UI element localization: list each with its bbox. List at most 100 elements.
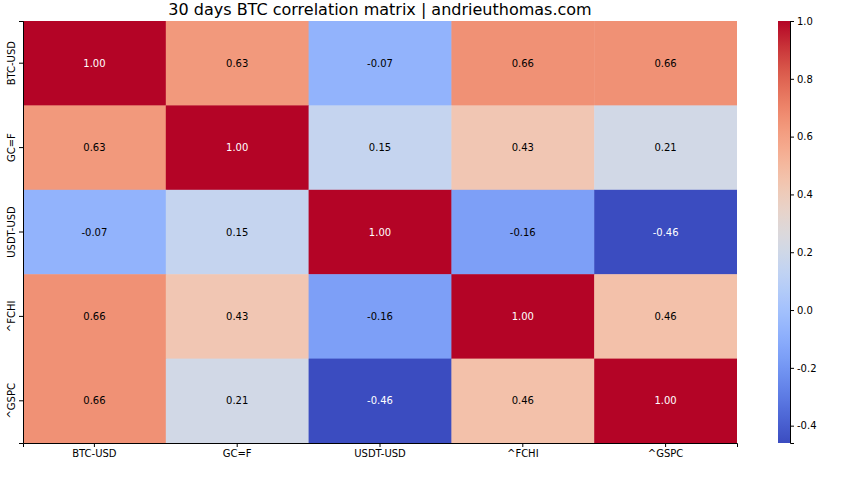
- x-tick-label: ^GSPC: [648, 448, 684, 459]
- cell-label: 0.66: [654, 58, 676, 69]
- colorbar-tick-mark: [790, 368, 794, 369]
- y-tick-label: ^FCHI: [6, 301, 17, 333]
- colorbar-tick-mark: [790, 194, 794, 195]
- heatmap-cell: [309, 190, 452, 275]
- cell-labels: 1.000.63-0.070.660.660.631.000.150.430.2…: [81, 58, 678, 407]
- colorbar-tick: -0.2: [790, 363, 817, 374]
- cell-label: 0.43: [226, 311, 248, 322]
- cell-label: -0.16: [510, 227, 536, 238]
- colorbar-tick-mark: [790, 252, 794, 253]
- cell-label: -0.46: [653, 227, 679, 238]
- x-tick: BTC-USD: [72, 443, 117, 459]
- heatmap-cell: [309, 105, 452, 190]
- cell-label: -0.16: [367, 311, 393, 322]
- cell-label: -0.07: [367, 58, 393, 69]
- heatmap-cell: [451, 21, 594, 106]
- colorbar-tick-label: 0.4: [797, 189, 813, 200]
- heatmap-cell: [594, 190, 737, 275]
- heatmap-cell: [451, 359, 594, 443]
- colorbar-tick: 0.2: [790, 247, 813, 258]
- cell-label: 0.21: [226, 395, 248, 406]
- cell-label: 0.15: [226, 227, 248, 238]
- x-tick-mark: [380, 443, 381, 447]
- cell-label: 0.66: [83, 395, 105, 406]
- colorbar-tick-label: 1.0: [797, 16, 813, 27]
- heatmap-cell: [594, 274, 737, 359]
- colorbar-tick-label: 0.2: [797, 247, 813, 258]
- x-tick-mark: [665, 443, 666, 447]
- colorbar-tick: 0.6: [790, 131, 813, 142]
- heatmap-cell: [309, 21, 452, 106]
- heatmap-cell: [594, 359, 737, 443]
- x-tick: USDT-USD: [354, 443, 406, 459]
- heatmap-cell: [23, 21, 166, 106]
- x-tick-mark: [237, 443, 238, 447]
- cell-label: 0.21: [654, 142, 676, 153]
- cell-label: 1.00: [512, 311, 534, 322]
- colorbar-tick-mark: [790, 310, 794, 311]
- heatmap-cell: [23, 359, 166, 443]
- cell-label: 1.00: [226, 142, 248, 153]
- x-tick-mark: [522, 443, 523, 447]
- x-tick: ^GSPC: [648, 443, 684, 459]
- y-tick-label: ^GSPC: [6, 383, 17, 419]
- heatmap-cell: [166, 190, 309, 275]
- colorbar-tick-label: -0.2: [797, 363, 817, 374]
- y-tick-mark: [19, 316, 23, 317]
- y-tick-mark: [19, 400, 23, 401]
- x-tick-label: BTC-USD: [72, 448, 117, 459]
- colorbar-tick-label: 0.0: [797, 305, 813, 316]
- x-tick: ^FCHI: [507, 443, 539, 459]
- cell-label: -0.07: [81, 227, 107, 238]
- colorbar-tick: 1.0: [790, 16, 813, 27]
- cell-label: 0.66: [83, 311, 105, 322]
- y-tick-mark: [19, 147, 23, 148]
- heatmap-cell: [23, 105, 166, 190]
- colorbar-tick-mark: [790, 137, 794, 138]
- cells: [23, 21, 737, 443]
- y-tick-label: USDT-USD: [6, 206, 17, 258]
- cell-label: 1.00: [654, 395, 676, 406]
- x-tick-label: ^FCHI: [507, 448, 539, 459]
- y-tick-mark: [19, 63, 23, 64]
- y-tick-mark: [19, 232, 23, 233]
- colorbar-tick-label: 0.6: [797, 131, 813, 142]
- y-tick-label: BTC-USD: [6, 41, 17, 86]
- cell-label: 0.46: [512, 395, 534, 406]
- y-tick: USDT-USD: [6, 206, 23, 258]
- x-axis: BTC-USD GC=F USDT-USD ^FCHI ^GSPC: [24, 443, 738, 459]
- colorbar-tick-mark: [790, 426, 794, 427]
- y-tick: GC=F: [6, 133, 23, 162]
- x-tick-mark: [94, 443, 95, 447]
- y-tick: ^GSPC: [6, 383, 23, 419]
- heatmap-cell: [166, 21, 309, 106]
- y-tick: ^FCHI: [6, 301, 23, 333]
- cell-label: -0.46: [367, 395, 393, 406]
- title: 30 days BTC correlation matrix | andrieu…: [168, 0, 591, 19]
- x-axis-line: [24, 444, 738, 448]
- colorbar-tick-mark: [790, 79, 794, 80]
- colorbar-axis-line: [791, 22, 795, 444]
- cell-label: 1.00: [369, 227, 391, 238]
- cell-label: 0.66: [512, 58, 534, 69]
- y-tick-label: GC=F: [6, 133, 17, 162]
- colorbar-tick: 0.8: [790, 74, 813, 85]
- heatmap-cell: [451, 105, 594, 190]
- heatmap-cell: [309, 359, 452, 443]
- chart: 1.000.63-0.070.660.660.631.000.150.430.2…: [0, 0, 843, 484]
- cell-label: 0.63: [226, 58, 248, 69]
- cell-label: 1.00: [83, 58, 105, 69]
- colorbar-tick: -0.4: [790, 420, 817, 431]
- y-tick: BTC-USD: [6, 41, 23, 86]
- y-axis: BTC-USD GC=F USDT-USD ^FCHI ^GSPC: [6, 22, 24, 444]
- heatmap-cell: [23, 274, 166, 359]
- heatmap-cell: [594, 21, 737, 106]
- colorbar-tick-label: 0.8: [797, 74, 813, 85]
- colorbar-tick-label: -0.4: [797, 420, 817, 431]
- heatmap-cell: [23, 190, 166, 275]
- x-tick-label: GC=F: [223, 448, 252, 459]
- cell-label: 0.15: [369, 142, 391, 153]
- heatmap-cell: [594, 105, 737, 190]
- cell-label: 0.46: [654, 311, 676, 322]
- y-axis-line: [19, 22, 24, 444]
